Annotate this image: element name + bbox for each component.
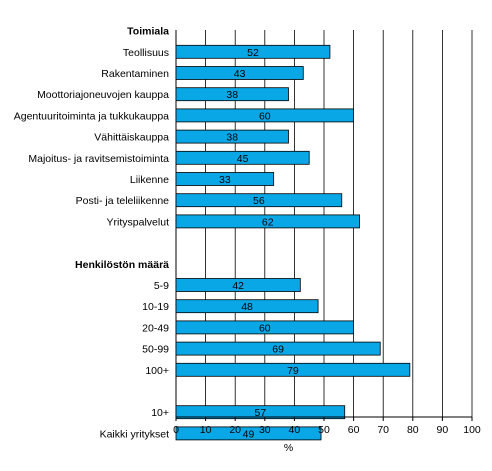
bar [175, 278, 301, 292]
category-label: Agentuuritoiminta ja tukkukauppa [14, 110, 169, 122]
data-label: 56 [253, 195, 265, 207]
bar [175, 129, 289, 144]
bar [175, 87, 289, 102]
category-label: Yrityspalvelut [107, 216, 170, 228]
category-label: Kaikki yritykset [100, 428, 170, 440]
bar [175, 172, 275, 186]
x-tick-label: 20 [229, 424, 241, 436]
x-tick-label: 30 [259, 424, 271, 436]
data-label: 43 [234, 68, 246, 80]
x-tick-label: 90 [437, 424, 449, 436]
bar [175, 405, 346, 420]
category-label: Posti- ja teleliikenne [76, 195, 170, 207]
data-label: 48 [241, 301, 253, 313]
data-label: 57 [255, 407, 267, 419]
category-label: 100+ [145, 365, 169, 377]
category-label: Rakentaminen [101, 68, 169, 80]
bar [175, 108, 355, 123]
data-label: 42 [232, 280, 244, 292]
bar [175, 193, 343, 208]
group-title: Toimiala [127, 26, 169, 38]
data-label: 60 [259, 322, 271, 334]
bar [175, 299, 319, 314]
x-tick-label: 80 [407, 424, 419, 436]
group-title: Henkilöstön määrä [75, 259, 169, 271]
bar [175, 426, 322, 441]
data-label: 60 [259, 110, 271, 122]
bar [175, 341, 381, 356]
category-label: 50-99 [142, 344, 169, 356]
data-label: 69 [272, 344, 284, 356]
data-label: 38 [226, 89, 238, 101]
category-label: 5-9 [154, 280, 169, 292]
category-label: Majoitus- ja ravitsemistoiminta [28, 153, 169, 165]
x-tick-label: 50 [318, 424, 330, 436]
bar [175, 44, 331, 59]
x-tick-label: 100 [463, 424, 481, 436]
bars-layer [175, 44, 411, 441]
data-label: 33 [219, 174, 231, 186]
category-label: Moottoriajoneuvojen kauppa [37, 89, 169, 101]
x-tick-label: 10 [200, 424, 212, 436]
data-label: 45 [237, 153, 249, 165]
bar [175, 66, 304, 80]
bar [175, 320, 355, 335]
labels-layer: Toimiala Teollisuus 52 Rakentaminen 43 Mootto… [14, 26, 299, 441]
data-label: 62 [262, 216, 274, 228]
data-label: 49 [243, 428, 255, 440]
data-label: 79 [287, 365, 299, 377]
x-axis-title: % [284, 442, 293, 454]
bar [175, 214, 360, 229]
category-label: 20-49 [142, 322, 169, 334]
x-tick-label: 60 [348, 424, 360, 436]
x-axis: 0 10 20 30 40 50 60 70 80 90 100% [173, 416, 481, 454]
x-tick-label: 0 [173, 424, 179, 436]
data-label: 52 [247, 47, 259, 59]
category-label: 10+ [151, 407, 169, 419]
bar [175, 362, 411, 377]
category-label: Liikenne [130, 174, 169, 186]
x-tick-label: 40 [289, 424, 301, 436]
category-label: Vähittäiskauppa [94, 132, 169, 144]
bar [175, 150, 310, 165]
data-label: 38 [226, 132, 238, 144]
category-label: Teollisuus [123, 47, 169, 59]
category-label: 10-19 [142, 301, 169, 313]
x-tick-label: 70 [377, 424, 389, 436]
